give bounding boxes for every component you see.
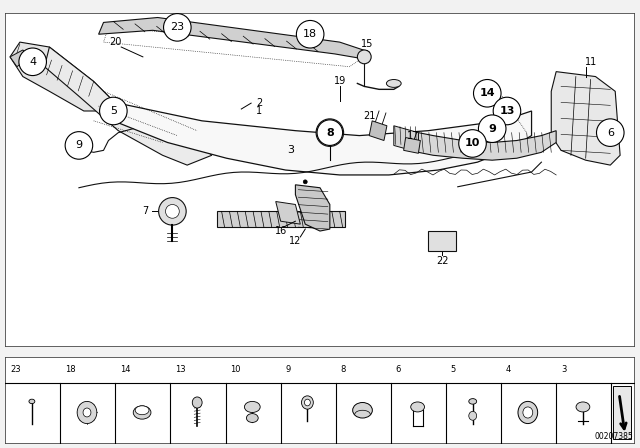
Polygon shape [10,42,118,111]
Text: 4: 4 [506,365,511,374]
Polygon shape [44,47,212,165]
Circle shape [523,407,532,418]
Text: 3: 3 [287,145,294,155]
Circle shape [83,408,91,417]
Text: 9: 9 [488,124,496,134]
Text: 1: 1 [256,106,262,116]
Polygon shape [419,131,556,160]
Circle shape [596,119,624,146]
Polygon shape [108,101,532,175]
Text: 22: 22 [436,255,448,266]
Text: 23: 23 [170,22,184,32]
Circle shape [317,120,342,146]
Circle shape [19,48,47,76]
Circle shape [166,204,179,218]
Circle shape [65,132,93,159]
Ellipse shape [133,406,151,419]
Ellipse shape [411,402,424,412]
Text: 8: 8 [326,128,333,138]
Circle shape [474,79,501,107]
Text: 2: 2 [256,98,262,108]
Text: 9: 9 [76,140,83,151]
Circle shape [77,401,97,423]
Polygon shape [404,138,420,153]
Circle shape [357,50,371,64]
Polygon shape [394,126,419,152]
Text: 8: 8 [340,365,346,374]
Text: 18: 18 [65,365,76,374]
Text: 00207385: 00207385 [594,432,633,441]
Text: 19: 19 [333,77,346,86]
Text: 14: 14 [479,88,495,98]
Text: 13: 13 [499,106,515,116]
Ellipse shape [135,406,149,415]
Text: 12: 12 [289,236,301,246]
Circle shape [479,115,506,142]
Ellipse shape [29,399,35,404]
Bar [217,211,344,227]
Polygon shape [551,72,620,165]
Text: 3: 3 [561,365,566,374]
Circle shape [192,397,202,408]
Text: 5: 5 [110,106,117,116]
Circle shape [159,198,186,225]
Text: 18: 18 [303,29,317,39]
Ellipse shape [387,79,401,87]
Circle shape [316,119,344,146]
Text: 16: 16 [275,226,287,236]
Circle shape [493,97,521,125]
Text: 13: 13 [175,365,186,374]
Text: 14: 14 [120,365,131,374]
Text: 10: 10 [230,365,241,374]
Circle shape [303,180,307,184]
Circle shape [468,411,477,420]
Text: 6: 6 [396,365,401,374]
Bar [613,386,631,439]
Text: 17: 17 [407,131,420,141]
Text: 6: 6 [607,128,614,138]
Ellipse shape [468,399,477,404]
Circle shape [301,396,314,409]
Ellipse shape [246,414,258,422]
Ellipse shape [244,401,260,413]
Text: 4: 4 [29,57,36,67]
Polygon shape [99,17,369,60]
Polygon shape [296,185,330,231]
Text: 20: 20 [109,37,122,47]
Text: 11: 11 [584,57,596,67]
Circle shape [322,125,338,141]
Circle shape [305,399,310,406]
Circle shape [100,97,127,125]
Text: 7: 7 [141,207,148,216]
Ellipse shape [353,402,372,418]
Polygon shape [276,202,300,224]
Bar [428,231,456,251]
Text: 9: 9 [285,365,291,374]
Polygon shape [369,121,387,141]
Text: 23: 23 [10,365,20,374]
Text: 10: 10 [465,138,480,148]
Polygon shape [10,50,29,67]
Circle shape [459,129,486,157]
Text: 5: 5 [451,365,456,374]
Circle shape [518,401,538,423]
Text: 21: 21 [363,111,376,121]
Text: 15: 15 [361,39,373,49]
Circle shape [164,13,191,41]
Circle shape [296,21,324,48]
Ellipse shape [576,402,590,412]
